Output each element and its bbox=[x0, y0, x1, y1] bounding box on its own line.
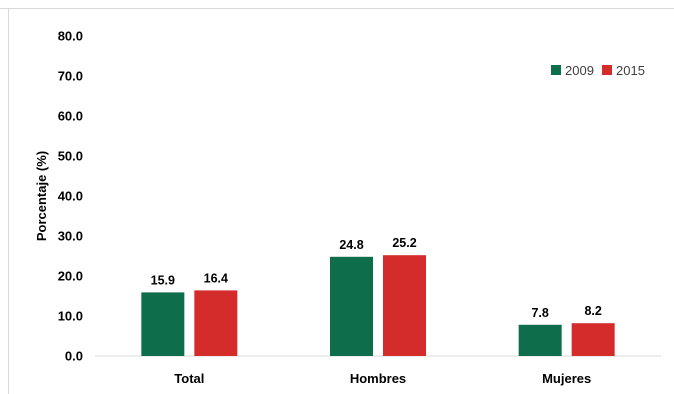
data-label: 7.8 bbox=[531, 306, 548, 320]
bar-2015-hombres bbox=[383, 255, 426, 356]
data-label: 8.2 bbox=[584, 304, 601, 318]
data-label: 24.8 bbox=[339, 238, 363, 252]
y-tick-label: 30.0 bbox=[58, 229, 83, 244]
data-label: 16.4 bbox=[204, 271, 228, 285]
legend-swatch-2015 bbox=[602, 65, 612, 75]
x-category-label: Total bbox=[174, 371, 204, 386]
frame-left-border bbox=[8, 8, 9, 394]
y-tick-label: 20.0 bbox=[58, 269, 83, 284]
bar-2015-total bbox=[194, 290, 238, 356]
data-labels: 15.9 16.4 24.8 25.2 7.8 8.2 bbox=[151, 236, 602, 320]
bar-2009-mujeres bbox=[518, 324, 562, 356]
bar-series bbox=[141, 255, 615, 356]
y-tick-label: 70.0 bbox=[58, 69, 83, 84]
legend: 2009 2015 bbox=[551, 63, 645, 78]
y-tick-label: 60.0 bbox=[58, 109, 83, 124]
x-category-label: Hombres bbox=[350, 371, 406, 386]
y-axis-ticks: 0.0 10.0 20.0 30.0 40.0 50.0 60.0 70.0 80.0 bbox=[58, 29, 83, 364]
y-tick-label: 40.0 bbox=[58, 189, 83, 204]
data-label: 25.2 bbox=[392, 236, 416, 250]
bar-2015-mujeres bbox=[571, 323, 615, 356]
y-tick-label: 80.0 bbox=[58, 29, 83, 44]
bar-2009-total bbox=[141, 292, 185, 356]
y-tick-label: 10.0 bbox=[58, 309, 83, 324]
x-category-label: Mujeres bbox=[542, 371, 591, 386]
data-label: 15.9 bbox=[151, 273, 175, 287]
bar-2009-hombres bbox=[330, 256, 373, 356]
frame-top-border bbox=[0, 8, 674, 9]
y-tick-label: 0.0 bbox=[65, 349, 83, 364]
legend-swatch-2009 bbox=[551, 65, 561, 75]
category-labels: Total Hombres Mujeres bbox=[174, 371, 591, 386]
legend-label-2009: 2009 bbox=[565, 63, 594, 78]
y-axis-title: Porcentaje (%) bbox=[34, 151, 49, 241]
legend-label-2015: 2015 bbox=[616, 63, 645, 78]
y-tick-label: 50.0 bbox=[58, 149, 83, 164]
